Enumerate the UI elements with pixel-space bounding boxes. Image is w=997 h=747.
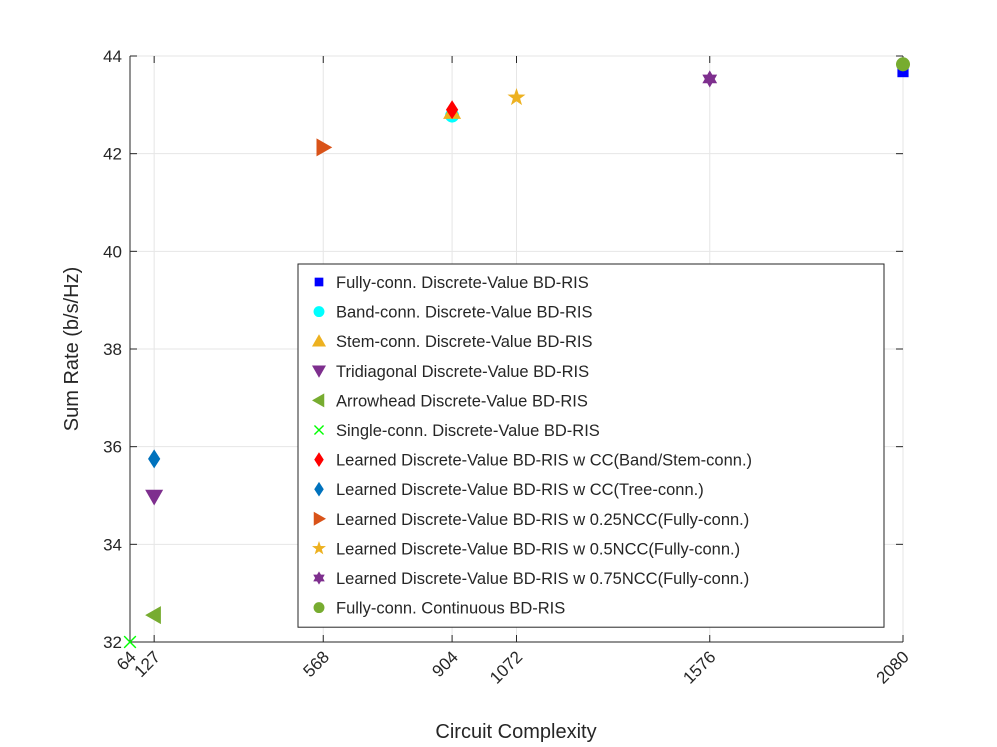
y-tick-label: 40 xyxy=(103,242,122,261)
legend-marker xyxy=(313,602,325,614)
legend-marker xyxy=(312,365,326,378)
legend-marker xyxy=(312,541,326,555)
data-point xyxy=(445,100,459,120)
legend-label: Band-conn. Discrete-Value BD-RIS xyxy=(336,304,592,322)
legend-marker xyxy=(314,481,324,497)
data-point xyxy=(897,66,909,78)
legend-label: Stem-conn. Discrete-Value BD-RIS xyxy=(336,333,592,351)
data-point xyxy=(507,88,526,106)
y-tick-label: 38 xyxy=(103,340,122,359)
legend-label: Learned Discrete-Value BD-RIS w CC(Band/… xyxy=(336,452,752,470)
y-tick-label: 32 xyxy=(103,633,122,652)
data-marks xyxy=(123,57,911,649)
legend-label: Learned Discrete-Value BD-RIS w 0.75NCC(… xyxy=(336,570,749,588)
legend-box xyxy=(297,263,885,628)
legend-label: Fully-conn. Discrete-Value BD-RIS xyxy=(336,274,589,292)
data-point xyxy=(145,606,161,625)
legend-label: Tridiagonal Discrete-Value BD-RIS xyxy=(336,363,589,381)
legend-marker xyxy=(312,334,326,347)
data-point xyxy=(145,489,164,506)
y-tick-label: 36 xyxy=(103,438,122,457)
data-point xyxy=(702,70,718,88)
data-point xyxy=(895,57,911,72)
y-tick-label: 42 xyxy=(103,145,122,164)
legend-label: Arrowhead Discrete-Value BD-RIS xyxy=(336,392,588,410)
legend-label: Fully-conn. Continuous BD-RIS xyxy=(336,600,565,618)
y-tick-label: 44 xyxy=(103,47,122,66)
legend-marker xyxy=(313,511,326,526)
x-axis-label: Circuit Complexity xyxy=(435,721,596,743)
legend-marker xyxy=(313,571,325,585)
legend-label: Learned Discrete-Value BD-RIS w 0.25NCC(… xyxy=(336,511,749,529)
y-tick-label: 34 xyxy=(103,535,122,554)
legend-label: Single-conn. Discrete-Value BD-RIS xyxy=(336,422,600,440)
legend-label: Learned Discrete-Value BD-RIS w 0.5NCC(F… xyxy=(336,540,740,558)
legend-marker xyxy=(313,306,325,318)
legend-marker xyxy=(314,452,324,467)
legend: Fully-conn. Discrete-Value BD-RIS Band-co… xyxy=(297,263,885,628)
data-point xyxy=(148,449,161,469)
legend-marker xyxy=(314,277,324,287)
legend-label: Learned Discrete-Value BD-RIS w CC(Tree-… xyxy=(336,481,704,499)
legend-marker xyxy=(312,393,325,408)
data-point xyxy=(316,138,333,157)
y-axis-label: Sum Rate (b/s/Hz) xyxy=(61,267,83,431)
legend-marker xyxy=(313,424,325,436)
data-point xyxy=(123,635,137,649)
